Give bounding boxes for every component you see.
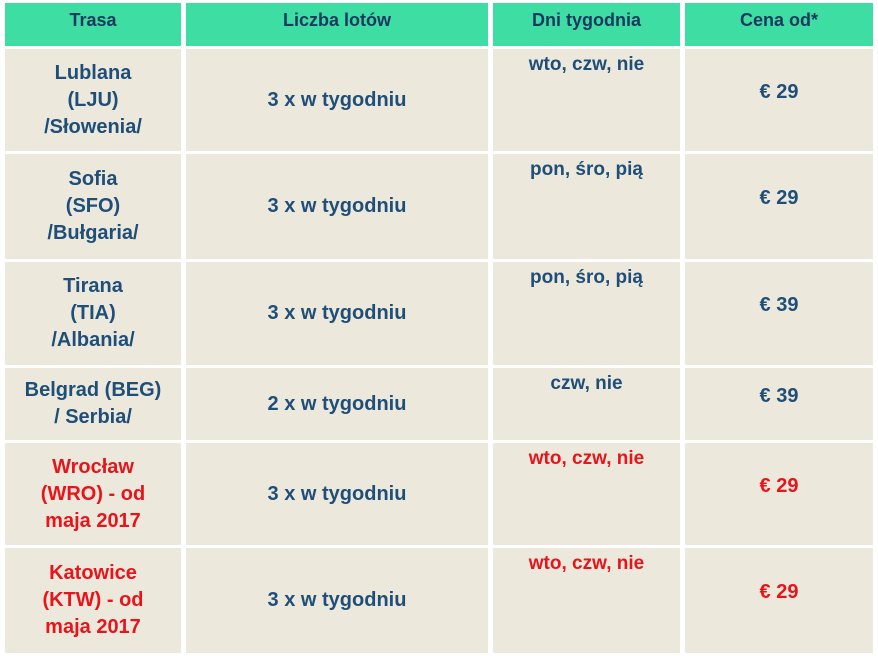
route-cell: Wrocław (WRO) - od maja 2017 — [5, 443, 181, 545]
price-cell: € 29 — [685, 154, 873, 259]
price-cell: € 29 — [685, 49, 873, 151]
table-body: Lublana (LJU) /Słowenia/ 3 x w tygodniu … — [5, 49, 873, 653]
header-row: Trasa Liczba lotów Dni tygodnia Cena od* — [5, 3, 873, 46]
flights-cell: 3 x w tygodniu — [186, 49, 488, 151]
flights-cell: 3 x w tygodniu — [186, 443, 488, 545]
route-cell: Lublana (LJU) /Słowenia/ — [5, 49, 181, 151]
table-row: Lublana (LJU) /Słowenia/ 3 x w tygodniu … — [5, 49, 873, 151]
table-row: Katowice (KTW) - od maja 2017 3 x w tygo… — [5, 548, 873, 653]
route-cell: Belgrad (BEG) / Serbia/ — [5, 368, 181, 440]
days-cell: wto, czw, nie — [493, 443, 680, 545]
table-row: Belgrad (BEG) / Serbia/ 2 x w tygodniu c… — [5, 368, 873, 440]
header-cell-trasa: Trasa — [5, 3, 181, 46]
table-row: Tirana (TIA) /Albania/ 3 x w tygodniu po… — [5, 262, 873, 365]
header-cell-cena-od: Cena od* — [685, 3, 873, 46]
price-cell: € 29 — [685, 548, 873, 653]
table-row: Wrocław (WRO) - od maja 2017 3 x w tygod… — [5, 443, 873, 545]
route-cell: Tirana (TIA) /Albania/ — [5, 262, 181, 365]
flights-cell: 3 x w tygodniu — [186, 262, 488, 365]
days-cell: pon, śro, pią — [493, 154, 680, 259]
table-row: Sofia (SFO) /Bułgaria/ 3 x w tygodniu po… — [5, 154, 873, 259]
price-cell: € 39 — [685, 262, 873, 365]
flights-cell: 3 x w tygodniu — [186, 548, 488, 653]
days-cell: wto, czw, nie — [493, 548, 680, 653]
flights-cell: 3 x w tygodniu — [186, 154, 488, 259]
days-cell: wto, czw, nie — [493, 49, 680, 151]
price-cell: € 39 — [685, 368, 873, 440]
route-cell: Sofia (SFO) /Bułgaria/ — [5, 154, 181, 259]
header-cell-liczba-lotow: Liczba lotów — [186, 3, 488, 46]
days-cell: czw, nie — [493, 368, 680, 440]
days-cell: pon, śro, pią — [493, 262, 680, 365]
header-cell-dni-tygodnia: Dni tygodnia — [493, 3, 680, 46]
price-cell: € 29 — [685, 443, 873, 545]
route-cell: Katowice (KTW) - od maja 2017 — [5, 548, 181, 653]
flights-cell: 2 x w tygodniu — [186, 368, 488, 440]
